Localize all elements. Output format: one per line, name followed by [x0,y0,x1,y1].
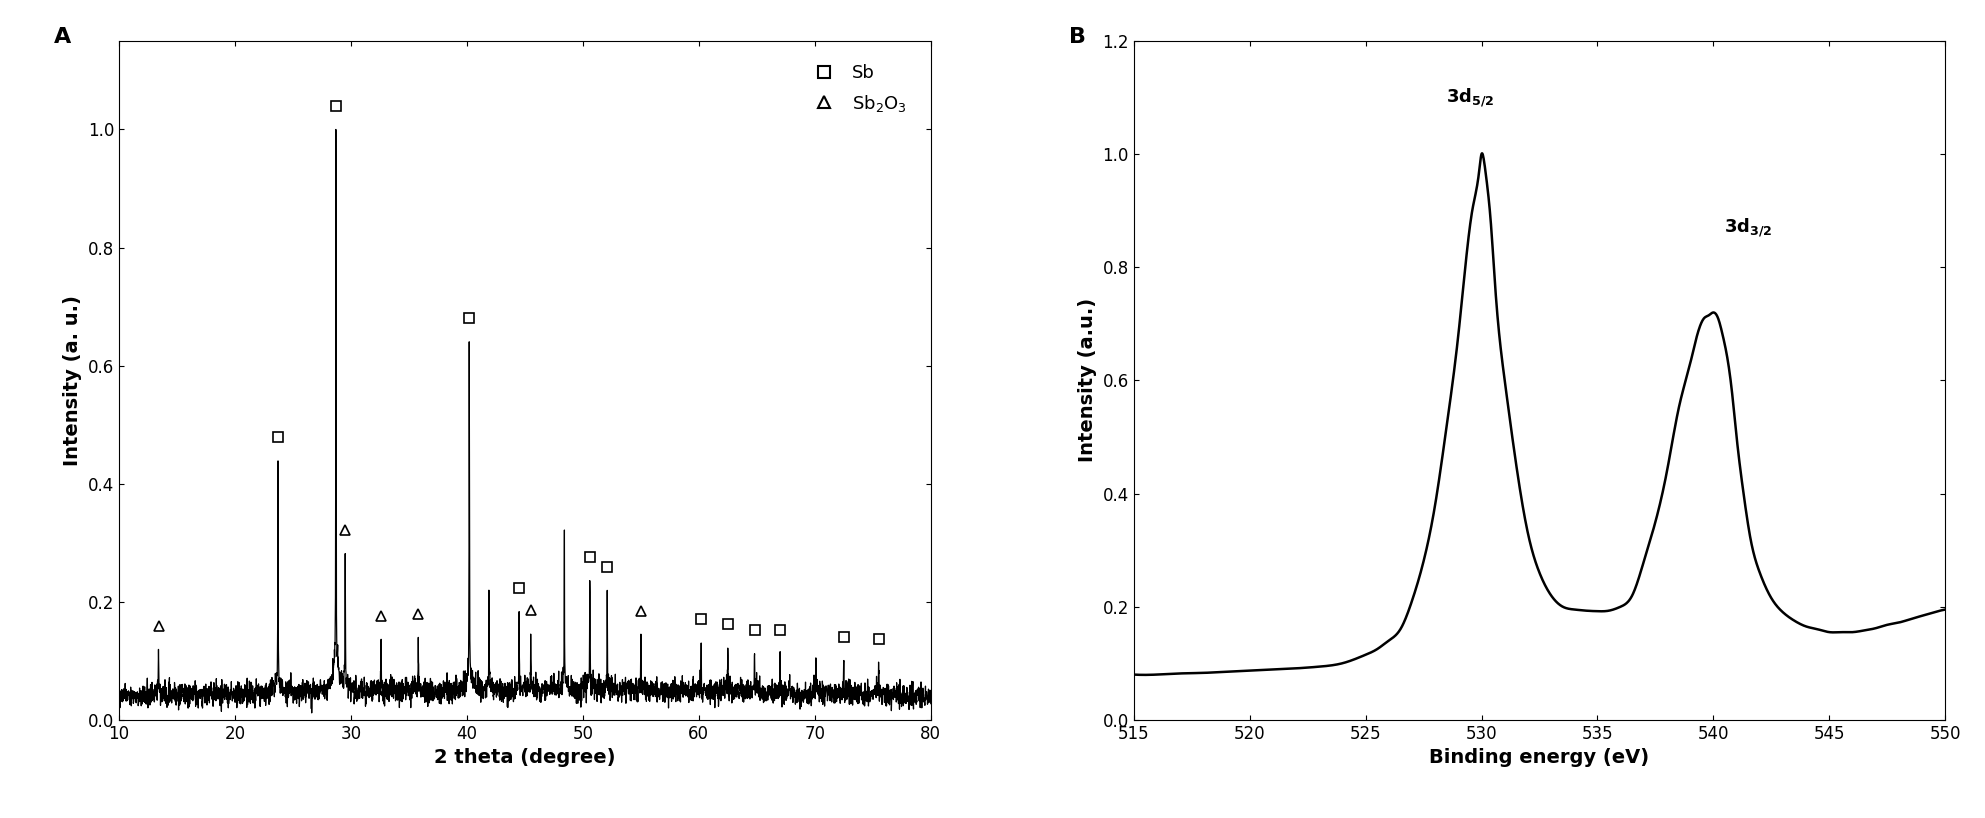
Y-axis label: Intensity (a. u.): Intensity (a. u.) [64,295,81,465]
X-axis label: Binding energy (eV): Binding energy (eV) [1429,748,1650,767]
X-axis label: 2 theta (degree): 2 theta (degree) [435,748,615,767]
Text: A: A [54,27,71,47]
Legend: Sb, $\mathrm{Sb_2O_3}$: Sb, $\mathrm{Sb_2O_3}$ [800,56,913,121]
Text: B: B [1068,27,1086,47]
Text: $\mathbf{3d_{5/2}}$: $\mathbf{3d_{5/2}}$ [1445,86,1495,109]
Text: $\mathbf{3d_{3/2}}$: $\mathbf{3d_{3/2}}$ [1725,216,1773,239]
Y-axis label: Intensity (a.u.): Intensity (a.u.) [1078,299,1098,462]
